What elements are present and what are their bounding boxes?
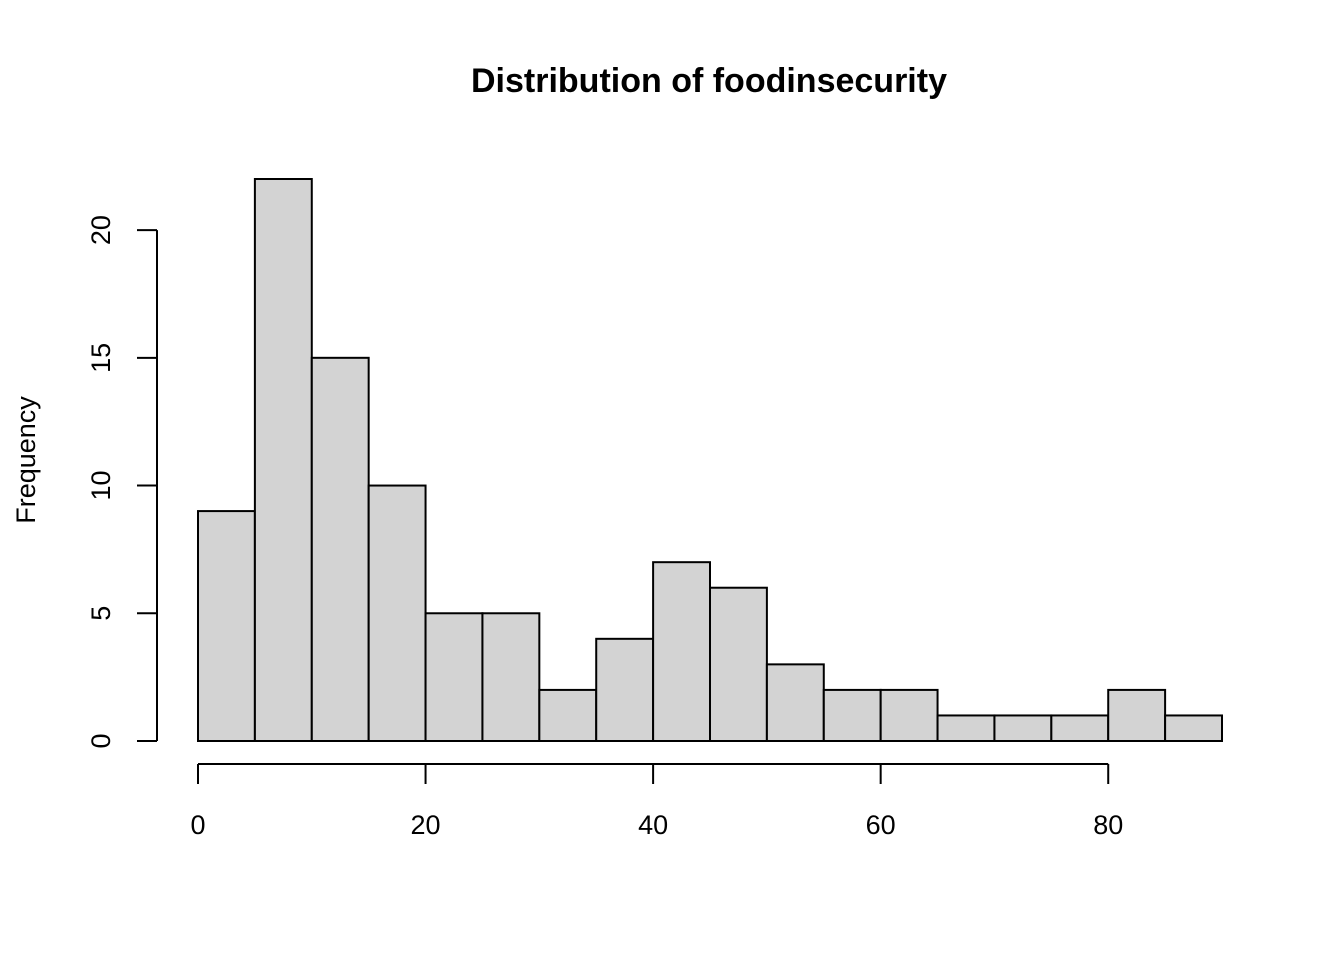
histogram-bar-11	[822, 688, 882, 743]
histogram-bar-10	[765, 663, 825, 743]
y-tick-label: 15	[86, 343, 116, 373]
histogram-bar-1	[253, 178, 313, 742]
x-tick-label: 20	[411, 810, 441, 840]
histogram-bar-0	[197, 510, 256, 742]
y-axis: 0 5 10 15 20	[86, 215, 158, 749]
y-axis-label: Frequency	[11, 396, 41, 524]
histogram-bar-13	[936, 714, 996, 742]
histogram-bar-8	[652, 561, 711, 742]
histogram-bar-4	[424, 612, 484, 742]
chart-title: Distribution of foodinsecurity	[471, 62, 947, 100]
x-axis: 0 20 40 60 80	[190, 763, 1123, 840]
y-tick-label: 20	[86, 215, 116, 245]
histogram-bar-16	[1107, 688, 1167, 743]
y-tick-label: 5	[86, 606, 116, 621]
histogram-bar-9	[709, 586, 768, 743]
histogram-bar-12	[879, 688, 939, 743]
histogram-bar-2	[310, 356, 370, 742]
y-tick-label: 0	[86, 733, 116, 748]
histogram-bar-14	[993, 714, 1053, 742]
bars-group	[197, 178, 1223, 743]
histogram-bar-17	[1164, 714, 1223, 742]
histogram-bar-3	[367, 484, 427, 742]
x-tick-label: 60	[866, 810, 896, 840]
histogram-bar-6	[538, 688, 598, 743]
x-tick-label: 40	[638, 810, 668, 840]
histogram-bar-5	[481, 612, 541, 742]
x-tick-label: 0	[190, 810, 205, 840]
histogram-bar-7	[595, 637, 655, 742]
y-tick-label: 10	[86, 471, 116, 501]
histogram-bar-15	[1050, 714, 1110, 742]
x-tick-label: 80	[1093, 810, 1123, 840]
